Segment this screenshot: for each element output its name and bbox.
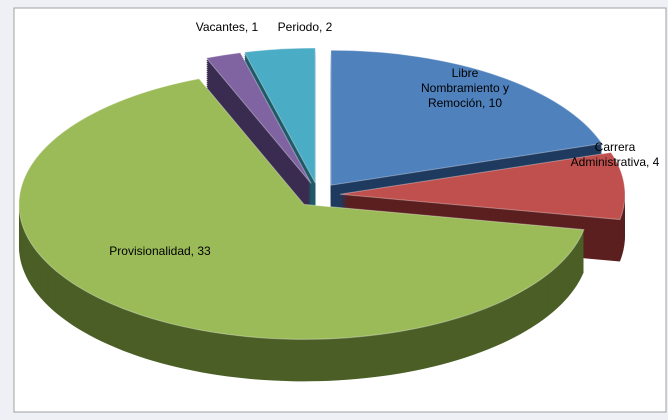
data-label: Vacantes, 1 xyxy=(195,20,259,34)
data-label: Carrera Administrativa, 4 xyxy=(570,140,660,169)
slice xyxy=(339,151,626,221)
slice xyxy=(205,52,312,184)
slice xyxy=(330,49,603,186)
data-label: Periodo, 2 xyxy=(277,20,333,34)
slice xyxy=(18,78,585,340)
slice xyxy=(243,47,316,184)
data-label: Provisionalidad, 33 xyxy=(109,244,211,258)
data-label: Libre Nombramiento y Remoción, 10 xyxy=(420,66,510,110)
